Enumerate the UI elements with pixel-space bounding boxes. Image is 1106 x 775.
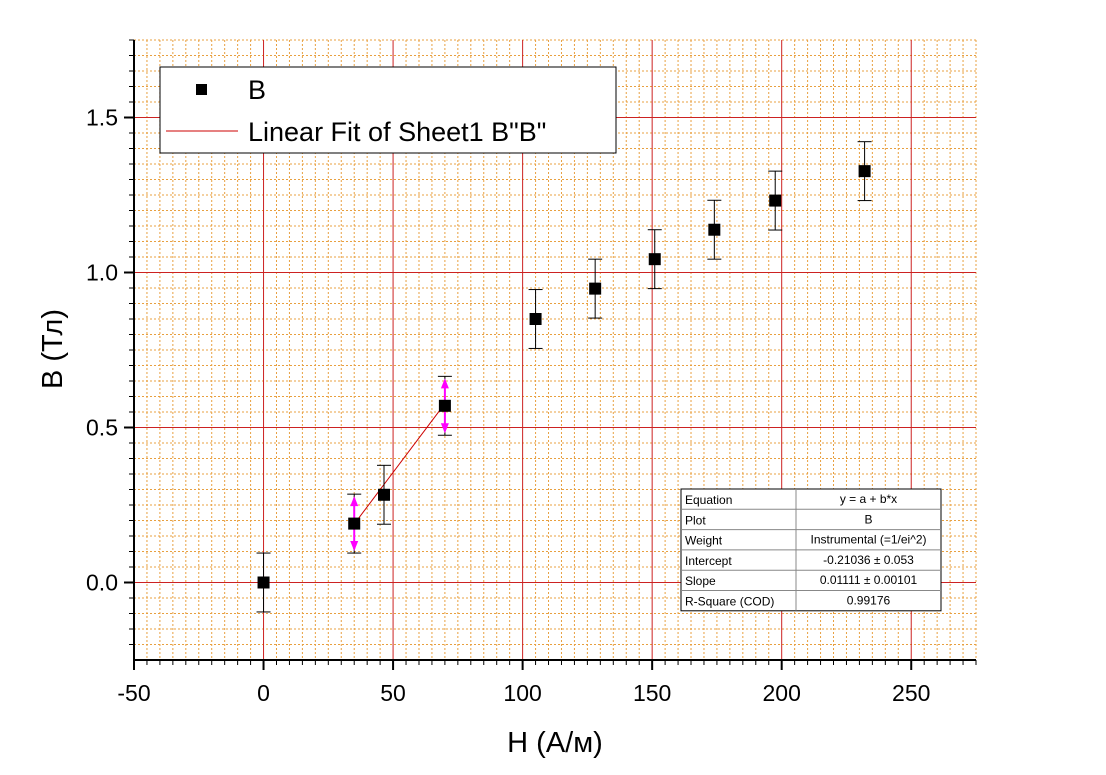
fit-line-layer (353, 403, 446, 525)
data-point-group (437, 375, 452, 436)
legend-box (159, 66, 617, 154)
data-points-layer (256, 141, 872, 613)
data-point (378, 488, 391, 501)
legend-entry-fit: Linear Fit of Sheet1 B"B" (248, 117, 546, 147)
data-point (348, 517, 361, 530)
data-point-group (647, 229, 662, 290)
stats-table-key: R-Square (COD) (685, 595, 774, 609)
y-tick-label: 1.5 (86, 105, 118, 131)
fit-stats-table: Equation y = a + b*x Plot B Weight Instrument… (680, 488, 942, 612)
legend: B Linear Fit of Sheet1 B"B" (159, 66, 617, 154)
x-tick-label: 0 (257, 680, 270, 706)
stats-table-value: 0.01111 ± 0.00101 (820, 573, 918, 587)
data-point (589, 282, 602, 295)
data-point-group (256, 552, 271, 613)
data-point (769, 194, 782, 207)
stats-table-key: Slope (685, 574, 716, 588)
x-tick-label: 150 (633, 680, 671, 706)
data-point-group (857, 141, 872, 202)
data-point-group (588, 258, 603, 319)
y-tick-label: 0.5 (86, 415, 118, 441)
stats-table-value: -0.21036 ± 0.053 (823, 553, 914, 567)
axes: -50 0 50 100 150 200 250 0.0 0.5 1.0 1.5 (86, 39, 977, 706)
data-point (708, 223, 721, 236)
x-tick-label: -50 (117, 680, 150, 706)
data-point-group (768, 170, 783, 231)
highlight-arrow-down (350, 541, 359, 552)
data-point (257, 576, 270, 589)
highlight-arrow-down (440, 423, 449, 434)
minor-grid (134, 39, 977, 661)
x-tick-label: 100 (503, 680, 541, 706)
data-point (438, 399, 451, 412)
x-tick-label: 250 (892, 680, 930, 706)
highlight-arrow-up (440, 378, 449, 389)
data-point (858, 165, 871, 178)
stats-table-value: Instrumental (=1/ei^2) (810, 533, 926, 547)
stats-table-value: B (864, 512, 872, 526)
data-point (529, 313, 542, 325)
stats-table-value: 0.99176 (847, 594, 891, 608)
highlight-arrow-up (350, 496, 359, 507)
data-point-group (377, 464, 392, 525)
data-point-group (707, 199, 722, 260)
y-tick-label: 1.0 (86, 260, 118, 286)
x-tick-label: 50 (380, 680, 406, 706)
x-axis-label: H (А/м) (507, 727, 603, 759)
stats-table-key: Equation (685, 493, 732, 507)
data-point-group (528, 289, 543, 349)
x-tick-label: 200 (763, 680, 801, 706)
data-point (648, 253, 661, 266)
stats-table-value: y = a + b*x (840, 492, 897, 506)
y-tick-label: 0.0 (86, 570, 118, 596)
legend-entry-scatter: B (248, 75, 266, 105)
stats-table-key: Intercept (685, 554, 732, 568)
stats-table-key: Plot (685, 513, 706, 527)
stats-table-key: Weight (685, 534, 723, 548)
data-point-group (347, 493, 362, 554)
legend-marker-scatter (196, 84, 207, 95)
y-axis-label: B (Тл) (37, 309, 69, 389)
fit-line (353, 403, 446, 525)
